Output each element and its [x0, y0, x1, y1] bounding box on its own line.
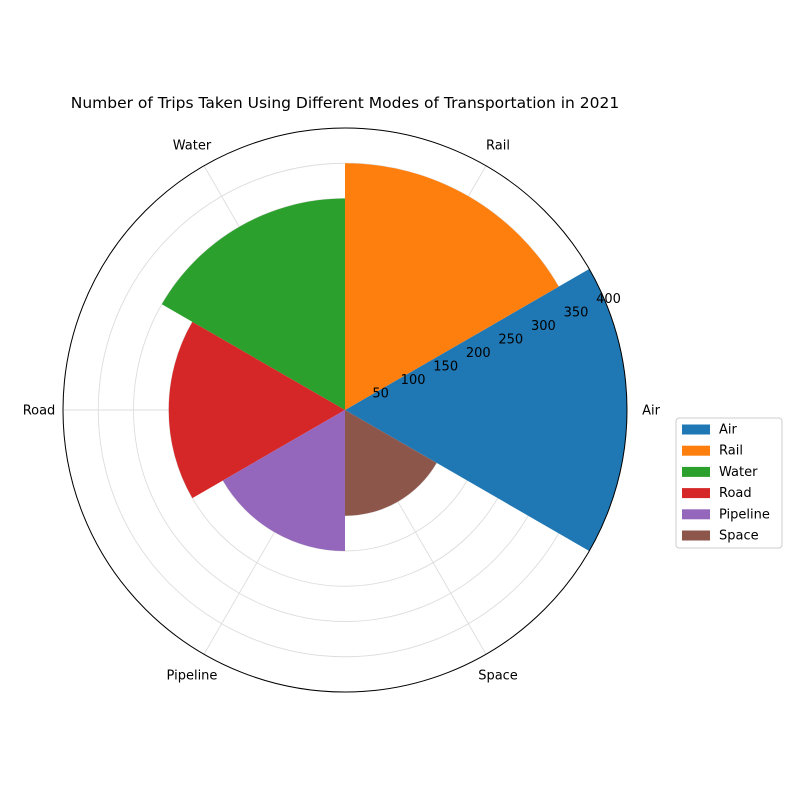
angular-tick-label-rail: Rail: [486, 139, 510, 154]
angular-tick-label-air: Air: [642, 404, 661, 419]
radial-tick-label-350: 350: [564, 306, 589, 321]
legend-label-road: Road: [719, 486, 752, 501]
legend-label-rail: Rail: [719, 444, 743, 459]
bars-layer: [161, 163, 628, 551]
angular-tick-label-water: Water: [173, 139, 212, 154]
legend-label-pipeline: Pipeline: [719, 507, 770, 522]
bar-road: [168, 321, 345, 499]
angular-tick-label-space: Space: [478, 669, 518, 684]
legend: Air Rail Water Road Pipeline Space: [675, 417, 783, 549]
bar-air: [345, 269, 628, 551]
legend-label-air: Air: [719, 423, 738, 438]
polar-frame: [62, 127, 628, 693]
angular-tick-label-road: Road: [23, 404, 56, 419]
chart-title: Number of Trips Taken Using Different Mo…: [71, 94, 620, 112]
legend-swatch-road: [682, 488, 710, 499]
radial-tick-label-250: 250: [498, 333, 523, 348]
legend-label-space: Space: [719, 529, 759, 544]
bar-space: [345, 410, 437, 516]
radial-tick-label-400: 400: [596, 292, 621, 307]
radial-tick-label-200: 200: [466, 346, 491, 361]
legend-swatch-air: [682, 424, 710, 435]
bar-water: [161, 198, 345, 410]
legend-swatch-space: [682, 530, 710, 541]
radial-tick-label-50: 50: [372, 387, 389, 402]
frame-layer: [62, 127, 628, 693]
bar-rail: [345, 163, 559, 410]
angular-tick-label-pipeline: Pipeline: [167, 669, 218, 684]
radial-tick-label-150: 150: [433, 360, 458, 375]
legend-label-water: Water: [719, 465, 758, 480]
radial-tick-label-300: 300: [531, 319, 556, 334]
legend-swatch-rail: [682, 445, 710, 456]
legend-swatch-pipeline: [682, 509, 710, 520]
bar-pipeline: [222, 410, 345, 551]
tick-layer: Air Rail Water Road Pipeline Space 50 100 150 200…: [23, 139, 661, 684]
legend-swatch-water: [682, 466, 710, 477]
radial-tick-label-100: 100: [401, 373, 426, 388]
